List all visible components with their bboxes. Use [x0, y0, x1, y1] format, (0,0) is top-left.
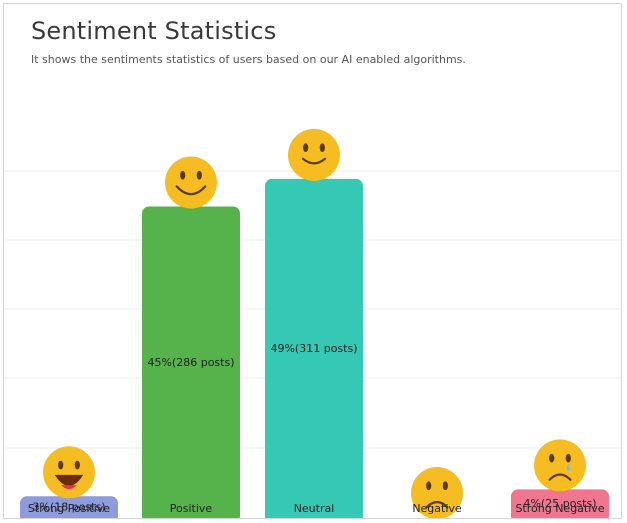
- sentiment-bar-chart: 3%(18 posts)Strong Positive 45%(286 posts…: [4, 128, 621, 518]
- smiling-face-icon: [165, 156, 217, 209]
- data-label-1: 45%(286 posts): [147, 356, 234, 369]
- page-subtitle: It shows the sentiments statistics of us…: [31, 53, 466, 66]
- bar-strong-positive: [20, 496, 118, 518]
- category-label-2: Neutral: [294, 502, 335, 515]
- data-label-0: 3%(18 posts): [32, 501, 105, 514]
- bar-strong-negative: [511, 489, 609, 518]
- data-label-4: 4%(25 posts): [523, 497, 596, 510]
- category-label-1: Positive: [170, 502, 213, 515]
- sentiment-card: Sentiment Statistics It shows the sentim…: [3, 3, 622, 519]
- crying-face-icon: [534, 439, 586, 492]
- page-title: Sentiment Statistics: [31, 17, 277, 45]
- grinning-tongue-face-icon: [43, 446, 95, 499]
- slight-smile-face-icon: [288, 128, 340, 181]
- frowning-face-icon: [411, 467, 463, 518]
- data-label-2: 49%(311 posts): [270, 342, 357, 355]
- category-label-3: Negative: [412, 502, 462, 515]
- bar-positive: [142, 206, 240, 518]
- category-label-4: Strong Negative: [515, 502, 604, 515]
- category-label-0: Strong Positive: [28, 502, 110, 515]
- bar-neutral: [265, 178, 363, 518]
